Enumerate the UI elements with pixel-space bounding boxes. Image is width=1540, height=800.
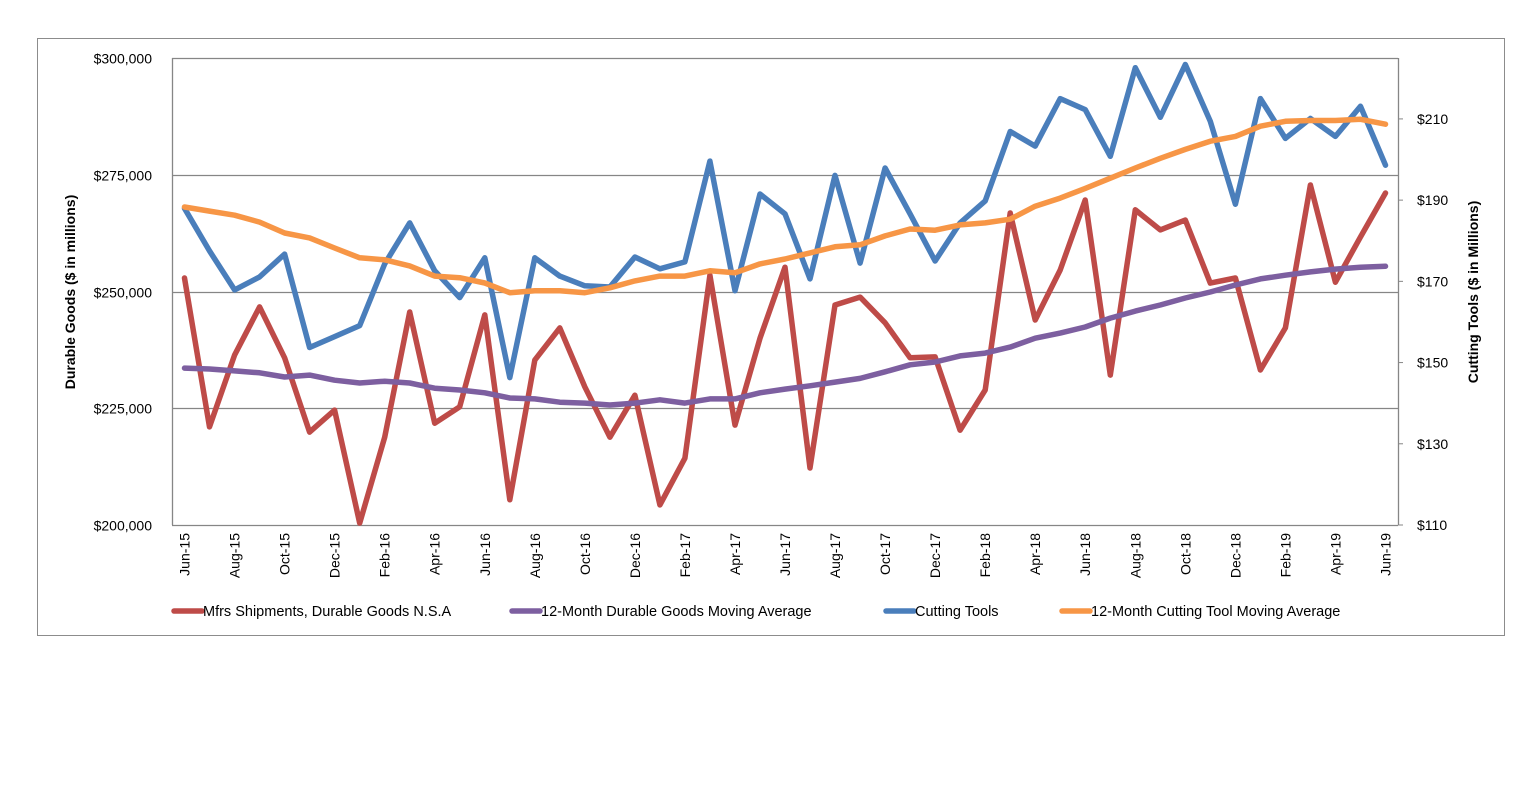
left-tick-label: $300,000 [94, 51, 153, 67]
tick-labels: $200,000 $225,000 $250,000 $275,000 $300,000… [94, 51, 1449, 579]
x-tick-label: Jun-16 [477, 533, 493, 576]
right-tick-label: $210 [1417, 111, 1448, 127]
series-line-0 [181, 182, 1389, 526]
x-tick-label: Apr-16 [427, 533, 443, 575]
right-axis-title: Cutting Tools ($ in Millions) [1465, 201, 1481, 384]
x-tick-label: Dec-16 [627, 533, 643, 578]
x-tick-label: Apr-19 [1327, 533, 1343, 575]
x-tick-label: Dec-15 [327, 533, 343, 578]
x-tick-label: Feb-16 [377, 533, 393, 578]
legend-label: 12-Month Durable Goods Moving Average [541, 604, 812, 620]
left-tick-label: $250,000 [94, 285, 153, 301]
chart-border [37, 38, 1505, 636]
x-tick-label: Dec-18 [1227, 533, 1243, 578]
series-line-2 [181, 61, 1389, 381]
right-tick-label: $150 [1417, 355, 1448, 371]
x-tick-label: Aug-15 [227, 533, 243, 578]
axes [171, 58, 1403, 526]
right-tick-label: $130 [1417, 436, 1448, 452]
x-tick-label: Apr-18 [1027, 533, 1043, 575]
left-tick-label: $275,000 [94, 168, 153, 184]
x-tick-label: Aug-16 [527, 533, 543, 578]
x-tick-label: Jun-17 [777, 533, 793, 576]
left-tick-label: $200,000 [94, 518, 153, 534]
x-tick-label: Jun-19 [1377, 533, 1393, 576]
x-tick-label: Jun-15 [177, 533, 193, 576]
x-tick-label: Aug-18 [1127, 533, 1143, 578]
right-tick-label: $190 [1417, 192, 1448, 208]
right-tick-label: $110 [1417, 517, 1447, 533]
right-tick-label: $170 [1417, 273, 1448, 289]
legend-label: 12-Month Cutting Tool Moving Average [1091, 604, 1340, 620]
gridlines [172, 57, 1398, 527]
legend: Mfrs Shipments, Durable Goods N.S.A 12-Mo… [171, 604, 1340, 620]
x-tick-label: Apr-17 [727, 533, 743, 575]
legend-label: Mfrs Shipments, Durable Goods N.S.A [203, 604, 452, 620]
x-tick-label: Jun-18 [1077, 533, 1093, 576]
x-tick-label: Aug-17 [827, 533, 843, 578]
x-tick-label: Feb-18 [977, 533, 993, 578]
x-tick-label: Feb-17 [677, 533, 693, 578]
x-tick-label: Oct-16 [577, 533, 593, 575]
x-tick-label: Dec-17 [927, 533, 943, 578]
x-tick-label: Oct-17 [877, 533, 893, 575]
x-tick-label: Oct-15 [277, 533, 293, 575]
series-lines [181, 61, 1389, 526]
left-axis-title: Durable Goods ($ in millions) [62, 195, 78, 389]
left-tick-label: $225,000 [94, 401, 153, 417]
series-line-1 [181, 263, 1389, 408]
x-tick-label: Oct-18 [1177, 533, 1193, 575]
series-line-3 [181, 116, 1389, 296]
legend-label: Cutting Tools [915, 604, 999, 620]
x-tick-label: Feb-19 [1277, 533, 1293, 578]
